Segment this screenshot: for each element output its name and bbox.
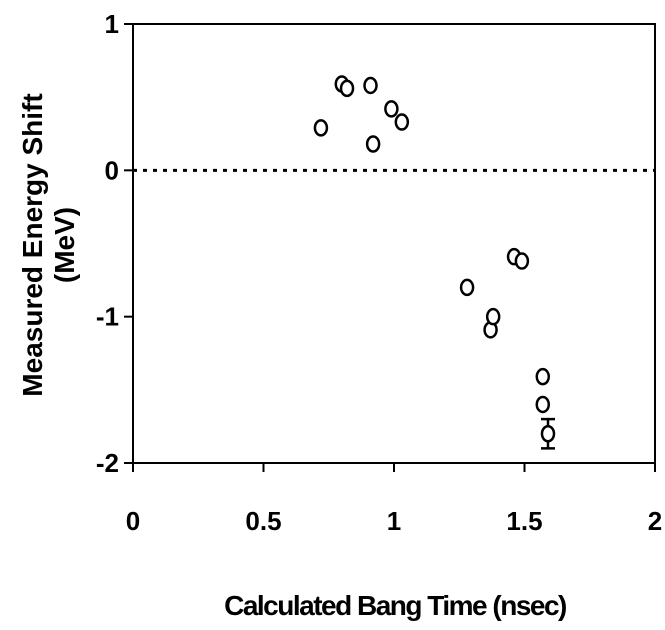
data-point xyxy=(535,395,551,414)
data-point xyxy=(313,119,329,137)
data-point xyxy=(485,307,501,326)
y-axis-title-line2: (MeV) xyxy=(49,207,80,283)
x-tick-label: 0.5 xyxy=(245,506,281,536)
data-point xyxy=(540,424,556,443)
x-tick-label: 2 xyxy=(648,506,662,536)
y-axis-title-line1: Measured Energy Shift xyxy=(17,93,48,396)
y-tick-label: 0 xyxy=(105,155,119,185)
data-point xyxy=(394,113,410,131)
data-point xyxy=(459,278,475,297)
data-point xyxy=(363,76,378,95)
plot-border xyxy=(132,23,656,464)
x-tick-label: 1 xyxy=(387,506,401,536)
x-axis-title: Calculated Bang Time (nsec) xyxy=(224,590,566,621)
y-axis-ticks: 1 0 -1 -2 xyxy=(96,9,133,478)
x-axis-ticks: 0 0.5 1 1.5 2 xyxy=(126,463,662,536)
data-point xyxy=(514,252,530,270)
data-point xyxy=(365,135,381,153)
data-point xyxy=(384,100,399,118)
data-points xyxy=(313,75,556,450)
data-point xyxy=(339,79,355,98)
y-tick-label: -1 xyxy=(96,302,119,332)
y-tick-label: 1 xyxy=(105,9,119,39)
data-point xyxy=(535,367,551,386)
x-tick-label: 0 xyxy=(126,506,140,536)
plot-area xyxy=(132,23,656,464)
y-tick-label: -2 xyxy=(96,448,119,478)
x-tick-label: 1.5 xyxy=(506,506,542,536)
